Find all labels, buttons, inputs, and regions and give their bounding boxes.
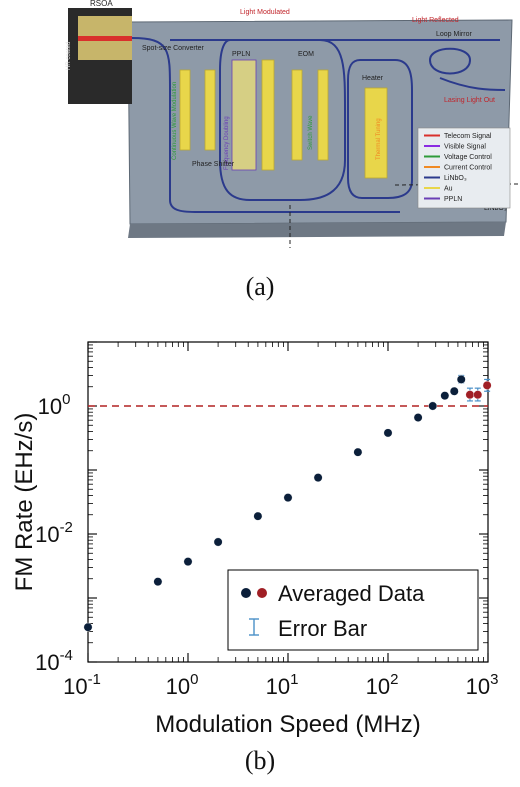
x-axis-label: Modulation Speed (MHz) (155, 711, 420, 738)
light-modulated-label: Light Modulated (240, 9, 290, 16)
device-schematic: RSOA HR coated Spot-size Converter Light… (66, 0, 519, 248)
chip-material-label: LiNbO₃ (484, 205, 507, 212)
data-point (153, 577, 163, 587)
rsoa-gain-stripe (78, 36, 132, 41)
heater-label: Heater (362, 75, 384, 82)
schematic-legend-label: Au (444, 186, 453, 193)
y-tick-label: 10-4 (35, 647, 73, 675)
cw-modulation-label: Continuous Wave Modulation (172, 82, 178, 160)
data-point (83, 622, 93, 632)
x-tick-label: 103 (466, 671, 499, 699)
y-axis-label: FM Rate (EHz/s) (11, 413, 38, 592)
data-point (383, 428, 393, 438)
data-point (313, 473, 323, 483)
waveguide-ring-2 (347, 59, 413, 199)
schematic-legend-label: LiNbO₃ (444, 175, 467, 182)
data-point (253, 511, 263, 521)
eom-electrode-1 (291, 69, 303, 161)
data-points (83, 375, 492, 632)
frequency-doubling-label: Frequency Doubling (224, 116, 230, 170)
data-point (465, 390, 475, 400)
ppln-region (231, 59, 257, 171)
loop-mirror (428, 47, 472, 75)
data-point (440, 391, 450, 401)
x-tick-label: 100 (166, 671, 199, 699)
data-point (353, 447, 363, 457)
hr-coated-label: HR coated (66, 42, 72, 70)
data-point (482, 380, 492, 390)
lasing-light-out-label: Lasing Light Out (444, 97, 495, 104)
legend-marker-dark (241, 588, 251, 598)
caption-a: (a) (245, 272, 275, 301)
schematic-legend-label: PPLN (444, 196, 462, 203)
fm-rate-chart: 10-1 100 101 102 103 10-4 10-2 100 Averaged Dat… (11, 341, 498, 738)
legend-label-averaged-data: Averaged Data (278, 581, 425, 606)
output-waveguide (439, 77, 506, 91)
phase-shifter-label: Phase Shifter (192, 161, 235, 168)
x-tick-label: 101 (266, 671, 299, 699)
schematic-legend-label: Visible Signal (444, 144, 486, 151)
legend-label-error-bar: Error Bar (278, 616, 367, 641)
chip-front-face (128, 222, 506, 238)
schematic-legend-label: Voltage Control (444, 154, 492, 161)
cw-electrode-1 (179, 69, 191, 151)
x-tick-label: 102 (366, 671, 399, 699)
schematic-legend: Telecom Signal Visible Signal Voltage Cont… (424, 133, 492, 203)
switch-wave-label: Switch Wave (308, 115, 314, 150)
ppln-label: PPLN (232, 51, 250, 58)
thermal-tuning-label: Thermal Tuning (376, 118, 382, 160)
data-point (449, 386, 459, 396)
data-point (283, 493, 293, 503)
y-tick-label: 100 (38, 391, 71, 419)
legend-marker-red (257, 588, 267, 598)
caption-b: (b) (244, 746, 276, 775)
heater-electrode (364, 87, 388, 179)
data-point (183, 557, 193, 567)
eom-label: EOM (298, 51, 314, 58)
data-point (456, 375, 466, 384)
eom-electrode-2 (317, 69, 329, 161)
waveguide-ring-1 (219, 39, 346, 201)
ppln-electrode (261, 59, 275, 171)
data-point (213, 537, 223, 547)
schematic-legend-label: Current Control (444, 165, 492, 172)
cw-electrode-2 (204, 69, 216, 151)
light-reflected-label: Light Reflected (412, 17, 459, 24)
x-tick-label: 10-1 (63, 671, 101, 699)
loop-mirror-label: Loop Mirror (436, 31, 472, 38)
chart-legend-box (227, 569, 479, 651)
schematic-legend-label: Telecom Signal (444, 133, 492, 140)
waveguide-main (131, 37, 400, 213)
y-tick-label: 10-2 (35, 519, 73, 547)
rsoa-label: RSOA (90, 0, 113, 8)
data-point (473, 390, 483, 400)
data-point (413, 413, 423, 422)
data-point (428, 401, 438, 411)
spot-size-label: Spot-size Converter (142, 45, 205, 52)
tick-labels: 10-1 100 101 102 103 10-4 10-2 100 (35, 391, 498, 699)
